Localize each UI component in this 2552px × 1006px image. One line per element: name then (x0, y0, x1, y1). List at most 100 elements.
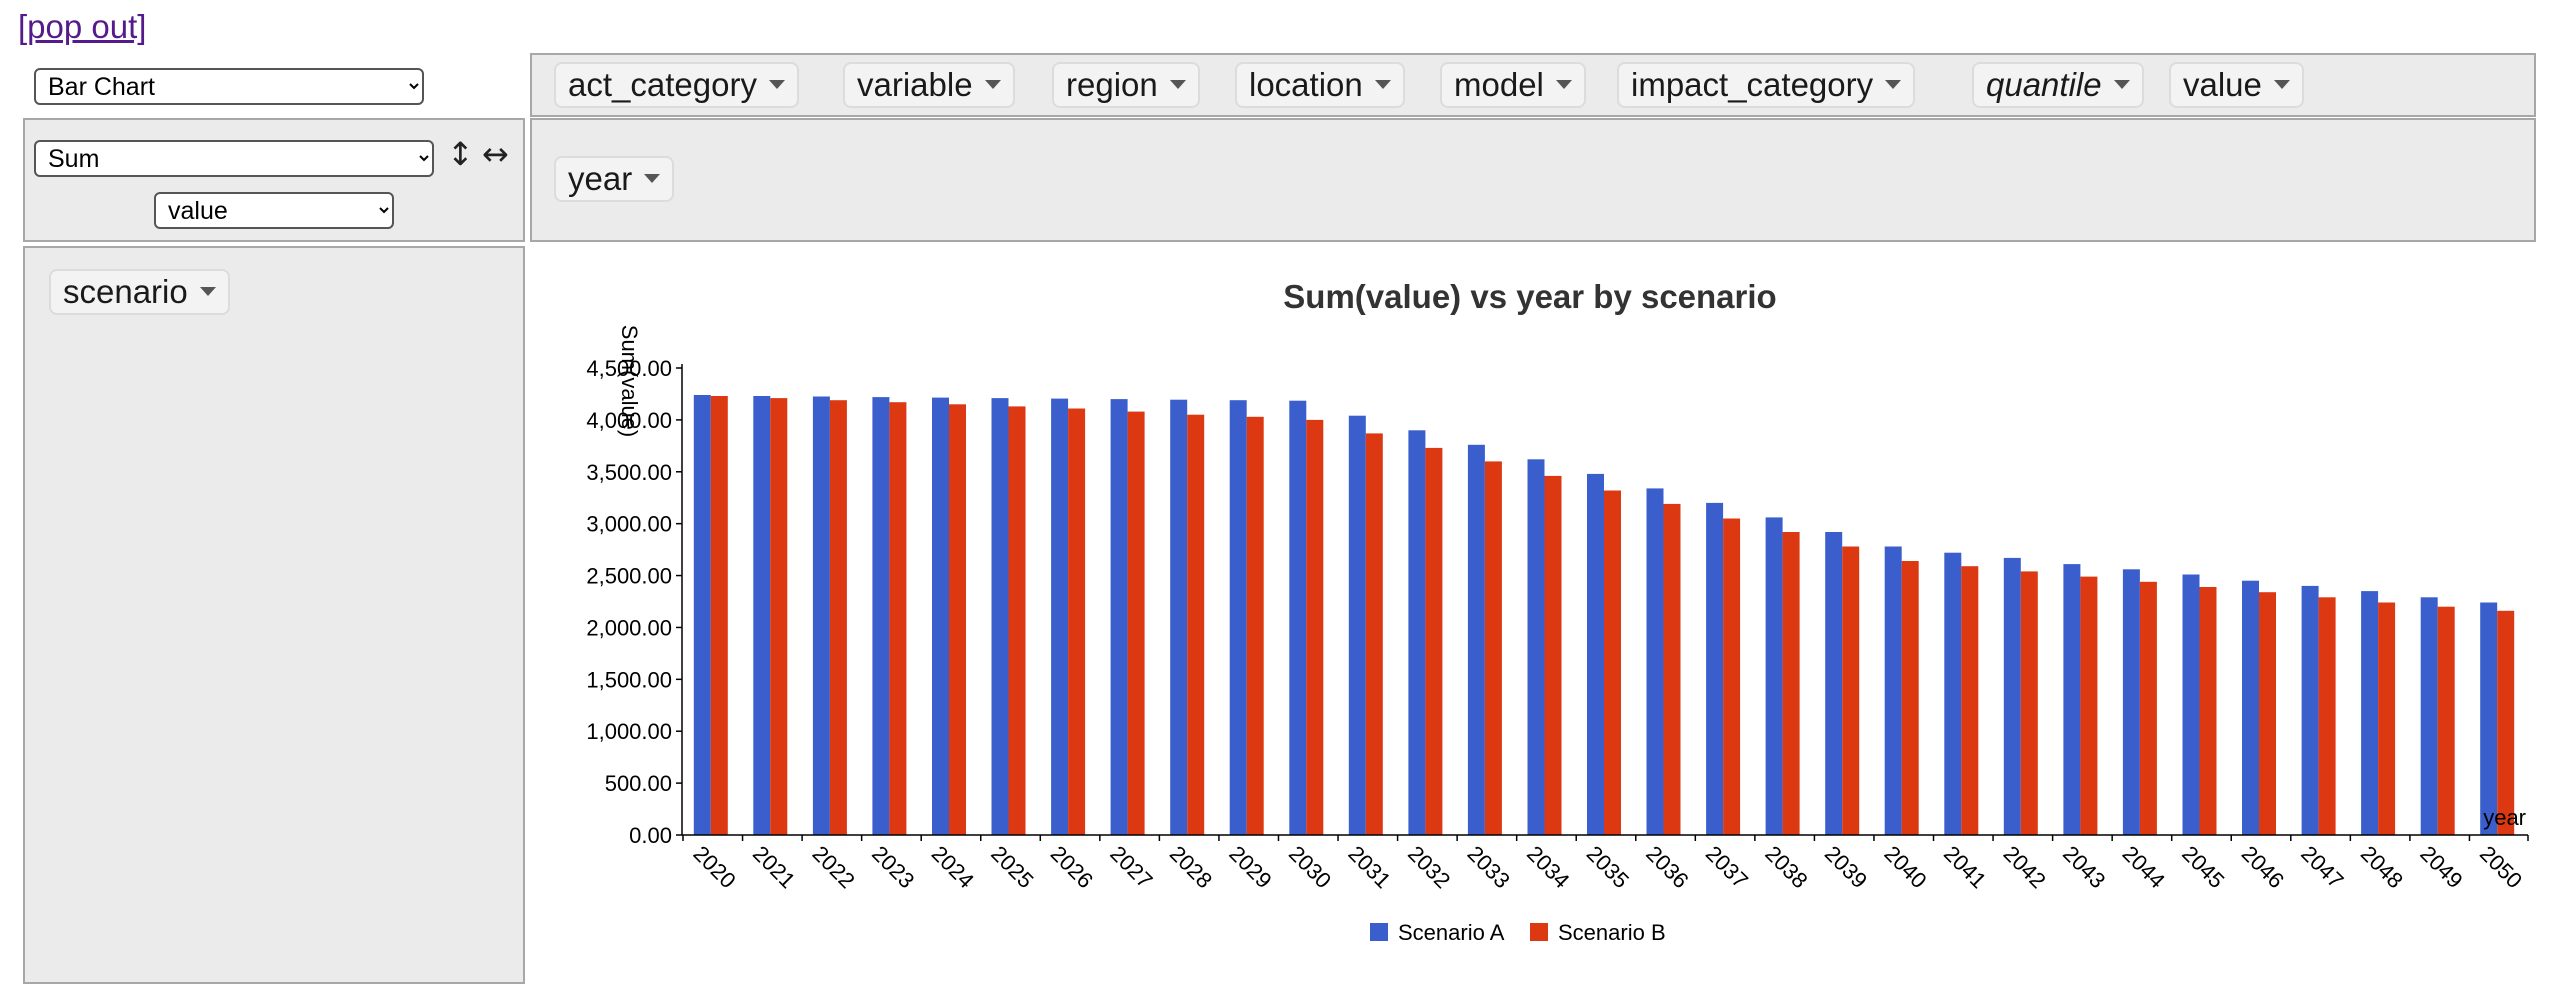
bar-scenario-a-2020[interactable] (693, 395, 711, 835)
bar-scenario-b-2026[interactable] (1068, 408, 1086, 836)
y-tick-label: 2,500.00 (586, 564, 672, 589)
bar-scenario-a-2044[interactable] (2122, 569, 2140, 835)
bar-scenario-b-2036[interactable] (1663, 503, 1681, 835)
bar-scenario-b-2028[interactable] (1187, 414, 1205, 835)
bar-scenario-b-2035[interactable] (1604, 490, 1621, 836)
bar-scenario-a-2021[interactable] (753, 396, 771, 835)
column-attributes-panel: year (530, 118, 2536, 242)
bar-scenario-a-2042[interactable] (2003, 557, 2021, 835)
x-tick-label: 2040 (1879, 841, 1931, 893)
bar-scenario-a-2036[interactable] (1646, 488, 1664, 835)
legend-swatch-scenario-b (1530, 923, 1548, 941)
bar-scenario-b-2024[interactable] (949, 404, 966, 835)
bar-scenario-b-2045[interactable] (2199, 587, 2217, 835)
bar-scenario-a-2048[interactable] (2361, 591, 2379, 835)
bar-scenario-a-2034[interactable] (1527, 459, 1545, 835)
bar-scenario-b-2021[interactable] (770, 398, 788, 835)
bar-scenario-b-2040[interactable] (1901, 561, 1919, 835)
bar-scenario-b-2033[interactable] (1484, 461, 1502, 835)
bar-scenario-b-2047[interactable] (2318, 597, 2336, 835)
bar-scenario-b-2048[interactable] (2378, 602, 2396, 836)
chevron-down-icon[interactable] (199, 286, 216, 296)
bar-scenario-b-2031[interactable] (1365, 433, 1383, 835)
bar-scenario-b-2044[interactable] (2139, 581, 2157, 835)
chevron-down-icon[interactable] (768, 79, 785, 89)
bar-scenario-b-2042[interactable] (2020, 571, 2038, 835)
bar-scenario-b-2041[interactable] (1961, 566, 1979, 835)
y-tick-label: 1,000.00 (586, 719, 672, 744)
y-tick-label: 4,500.00 (586, 356, 672, 381)
chevron-down-icon[interactable] (1885, 79, 1902, 89)
chevron-down-icon[interactable] (1555, 79, 1572, 89)
bar-scenario-b-2034[interactable] (1544, 475, 1562, 835)
attr-pill-model[interactable]: model (1440, 62, 1586, 108)
bar-scenario-a-2024[interactable] (932, 397, 949, 835)
bar-scenario-b-2050[interactable] (2497, 610, 2515, 835)
bar-scenario-b-2039[interactable] (1842, 546, 1860, 836)
bar-scenario-a-2049[interactable] (2420, 597, 2438, 835)
bar-scenario-a-2028[interactable] (1170, 399, 1188, 835)
bar-scenario-a-2033[interactable] (1467, 444, 1485, 835)
bar-scenario-b-2025[interactable] (1008, 406, 1026, 835)
x-tick-label: 2025 (986, 841, 1038, 893)
attr-pill-act-category[interactable]: act_category (554, 62, 799, 108)
col-pill-year[interactable]: year (554, 156, 675, 202)
aggregator-attribute-select[interactable]: value (154, 192, 394, 229)
bar-scenario-a-2039[interactable] (1825, 532, 1843, 835)
chevron-down-icon[interactable] (1169, 79, 1186, 89)
col-order-toggle-icon[interactable]: ↔ (482, 135, 509, 173)
attr-pill-variable[interactable]: variable (843, 62, 1015, 108)
attr-pill-impact-category[interactable]: impact_category (1617, 62, 1916, 108)
bar-scenario-b-2037[interactable] (1723, 518, 1741, 836)
chevron-down-icon[interactable] (984, 79, 1001, 89)
bar-scenario-a-2031[interactable] (1348, 415, 1366, 835)
bar-scenario-a-2035[interactable] (1587, 473, 1604, 835)
chevron-down-icon[interactable] (2113, 79, 2130, 89)
bar-scenario-b-2020[interactable] (710, 396, 728, 835)
bar-scenario-a-2022[interactable] (812, 396, 830, 836)
bar-scenario-a-2043[interactable] (2063, 564, 2081, 835)
bar-scenario-a-2030[interactable] (1289, 400, 1307, 835)
chevron-down-icon[interactable] (1374, 79, 1391, 89)
bar-scenario-b-2032[interactable] (1425, 447, 1443, 835)
bar-scenario-a-2041[interactable] (1944, 552, 1962, 835)
bar-scenario-b-2029[interactable] (1246, 416, 1264, 835)
row-pill-scenario[interactable]: scenario (49, 269, 230, 315)
aggregator-select[interactable]: Sum (34, 140, 434, 177)
attr-pill-region[interactable]: region (1052, 62, 1200, 108)
bar-scenario-b-2038[interactable] (1782, 532, 1800, 835)
row-order-toggle-icon[interactable]: ↕ (447, 135, 474, 173)
bar-scenario-a-2037[interactable] (1706, 502, 1724, 835)
bar-scenario-a-2045[interactable] (2182, 574, 2200, 836)
chevron-down-icon[interactable] (2273, 79, 2290, 89)
attr-pill-value[interactable]: value (2169, 62, 2304, 108)
bar-scenario-a-2047[interactable] (2301, 585, 2319, 835)
attr-pill-label: impact_category (1631, 66, 1874, 103)
chevron-down-icon[interactable] (644, 173, 661, 183)
bar-scenario-a-2038[interactable] (1765, 517, 1783, 835)
bar-scenario-a-2025[interactable] (991, 398, 1009, 835)
bar-scenario-a-2050[interactable] (2480, 602, 2498, 836)
attr-pill-location[interactable]: location (1235, 62, 1405, 108)
bar-scenario-a-2032[interactable] (1408, 430, 1426, 835)
x-tick-label: 2048 (2356, 841, 2408, 893)
bar-scenario-b-2046[interactable] (2259, 592, 2276, 835)
attr-pill-quantile[interactable]: quantile (1972, 62, 2144, 108)
legend-label-scenario-b: Scenario B (1558, 920, 1666, 945)
bar-scenario-a-2040[interactable] (1884, 546, 1902, 836)
bar-scenario-b-2023[interactable] (889, 402, 907, 835)
bar-scenario-a-2026[interactable] (1051, 398, 1069, 835)
bar-scenario-a-2029[interactable] (1229, 400, 1247, 835)
bar-scenario-a-2046[interactable] (2242, 580, 2259, 835)
pop-out-link[interactable]: [pop out] (18, 8, 147, 45)
bar-scenario-b-2022[interactable] (829, 400, 847, 835)
y-tick-label: 1,500.00 (586, 667, 672, 692)
bar-scenario-b-2043[interactable] (2080, 576, 2098, 835)
bar-scenario-b-2027[interactable] (1127, 411, 1145, 835)
bar-scenario-b-2030[interactable] (1306, 419, 1324, 835)
renderer-select[interactable]: Bar Chart (34, 68, 424, 105)
bar-scenario-b-2049[interactable] (2437, 606, 2455, 835)
bar-scenario-a-2027[interactable] (1110, 399, 1128, 835)
bar-scenario-a-2023[interactable] (872, 397, 890, 835)
y-tick-label: 3,500.00 (586, 460, 672, 485)
